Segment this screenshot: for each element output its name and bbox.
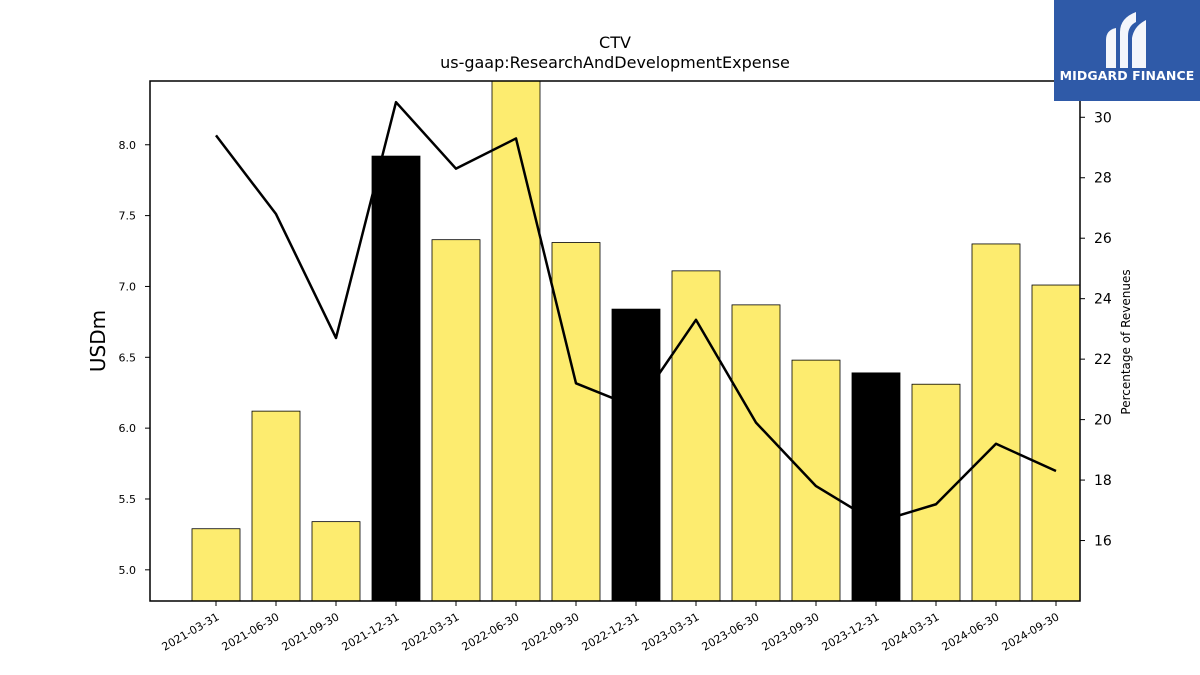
x-tick-label: 2022-09-30: [520, 610, 582, 653]
x-tick-label: 2021-03-31: [160, 610, 222, 653]
bar: [311, 521, 361, 602]
bar: [551, 242, 601, 602]
bar: [791, 359, 841, 602]
x-tick-label: 2022-06-30: [460, 610, 522, 653]
x-tick-label: 2023-09-30: [760, 610, 822, 653]
brand-logo: MIDGARD FINANCE: [1054, 0, 1200, 101]
x-tick-label: 2021-06-30: [220, 610, 282, 653]
bar: [731, 304, 781, 602]
bar: [251, 410, 301, 602]
y-tick-label: 7.5: [119, 210, 137, 223]
x-tick-label: 2023-03-31: [640, 610, 702, 653]
y-tick-label: 7.0: [119, 280, 137, 293]
x-tick-label: 2023-06-30: [700, 610, 762, 653]
x-tick-label: 2023-12-31: [820, 610, 882, 653]
y-tick-label: 6.5: [119, 351, 137, 364]
chart-title: CTV: [599, 33, 631, 52]
y2-tick-label: 28: [1094, 171, 1112, 187]
y-axis-label: USDm: [86, 310, 110, 372]
bar: [971, 243, 1021, 602]
x-tick-label: 2024-03-31: [880, 610, 942, 653]
y-tick-label: 5.5: [119, 493, 137, 506]
x-tick-label: 2024-06-30: [940, 610, 1002, 653]
y2-tick-label: 18: [1094, 473, 1112, 489]
x-tick-label: 2021-09-30: [280, 610, 342, 653]
y2-tick-label: 26: [1094, 231, 1112, 247]
bar: [191, 528, 241, 602]
y2-axis-label: Percentage of Revenues: [1119, 269, 1133, 414]
bar: [491, 80, 541, 602]
bar: [611, 308, 661, 602]
y-tick-label: 6.0: [119, 422, 137, 435]
logo-mark-icon: [1106, 12, 1146, 68]
bar: [851, 372, 901, 602]
x-tick-label: 2024-09-30: [1000, 610, 1062, 653]
bar: [1031, 284, 1081, 602]
y2-tick-label: 22: [1094, 352, 1112, 368]
bar: [671, 270, 721, 602]
line-series: [215, 100, 1057, 524]
x-tick-label: 2022-12-31: [580, 610, 642, 653]
bar: [911, 383, 961, 602]
x-tick-label: 2021-12-31: [340, 610, 402, 653]
y2-tick-label: 24: [1094, 292, 1112, 308]
y2-tick-label: 16: [1094, 534, 1112, 550]
y-tick-label: 5.0: [119, 564, 137, 577]
y2-tick-label: 20: [1094, 413, 1112, 429]
bar: [431, 239, 481, 602]
brand-name: MIDGARD FINANCE: [1059, 68, 1195, 83]
chart-subtitle: us-gaap:ResearchAndDevelopmentExpense: [440, 53, 790, 72]
plot-frame: [149, 80, 1081, 602]
y-tick-label: 8.0: [119, 139, 137, 152]
y2-tick-label: 30: [1094, 110, 1112, 126]
x-tick-label: 2022-03-31: [400, 610, 462, 653]
bar: [371, 155, 421, 602]
